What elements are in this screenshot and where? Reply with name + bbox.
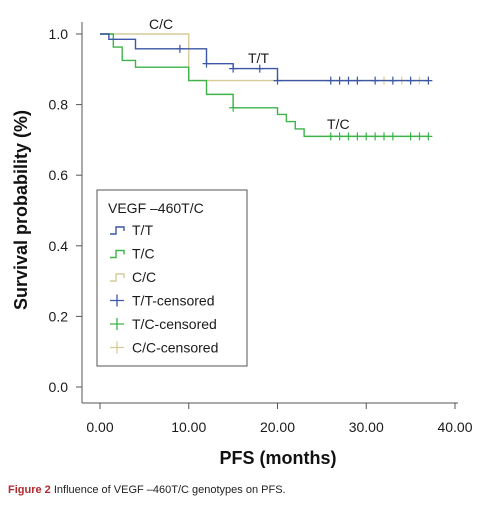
y-tick-label-0: 0.0 (49, 379, 69, 395)
annotation-tc: T/C (327, 116, 350, 132)
legend-title: VEGF –460T/C (108, 200, 204, 216)
x-axis-title: PFS (months) (220, 448, 337, 468)
y-ticks: 0.0 0.2 0.4 0.6 0.8 1.0 (49, 26, 82, 395)
legend-marker-c-c-censored (110, 341, 124, 354)
censor-mark-tt-7 (344, 76, 353, 85)
km-chart: 0.00 10.00 20.00 30.00 40.00 0.0 0.2 0.4 0.6 0.8… (11, 16, 473, 468)
legend-marker-t-t (110, 226, 125, 235)
legend-marker-c-c (110, 273, 125, 282)
y-tick-label-1: 0.2 (49, 308, 69, 324)
legend: VEGF –460T/C T/T T/C C/C T/T-censored T/C-ce… (96, 189, 248, 367)
censor-mark-tt-12 (424, 76, 433, 85)
legend-marker-t-c-censored (110, 318, 124, 330)
legend-label-c-c-censored: C/C-censored (132, 340, 218, 356)
legend-label-t-c-censored: T/C-censored (132, 316, 217, 332)
censor-mark-tc-0 (229, 103, 238, 112)
annotation-tt: T/T (248, 50, 269, 66)
censor-mark-tc-7 (380, 132, 388, 141)
legend-box (96, 189, 248, 367)
y-axis-title: Survival probability (%) (11, 110, 31, 310)
series-line-tc (100, 33, 429, 138)
censor-mark-tc-6 (371, 132, 380, 141)
censor-mark-tt-10 (388, 76, 397, 85)
censor-mark-tc-9 (406, 132, 415, 141)
censor-mark-tc-11 (424, 132, 433, 141)
censor-mark-tc-2 (335, 132, 344, 141)
legend-marker-t-t-censored (110, 294, 124, 307)
legend-label-t-t: T/T (132, 222, 153, 238)
x-tick-label-1: 10.00 (171, 419, 206, 435)
censor-mark-tt-8 (353, 76, 362, 85)
censor-mark-tc-4 (353, 132, 362, 141)
censor-mark-tc-3 (344, 132, 353, 141)
x-tick-label-0: 0.00 (86, 419, 113, 435)
x-ticks: 0.00 10.00 20.00 30.00 40.00 (86, 403, 473, 435)
x-tick-label-3: 30.00 (349, 419, 384, 435)
censor-mark-tt-0 (175, 44, 184, 53)
censor-mark-tt-5 (326, 76, 335, 85)
series-line-tt (100, 33, 429, 82)
censor-mark-tt-3 (255, 64, 264, 73)
legend-label-t-t-censored: T/T-censored (132, 293, 214, 309)
y-tick-label-3: 0.6 (49, 167, 69, 183)
censor-mark-tt-2 (229, 64, 238, 73)
series-layer (100, 33, 433, 141)
axes (81, 22, 458, 404)
legend-label-t-c: T/C (132, 246, 155, 262)
legend-items: T/T T/C C/C T/T-censored T/C-censored C/C-cen… (110, 222, 218, 356)
y-tick-label-2: 0.4 (49, 238, 69, 254)
censor-mark-tc-10 (415, 132, 424, 141)
y-tick-label-4: 0.8 (49, 97, 69, 113)
x-tick-label-4: 40.00 (437, 419, 472, 435)
y-tick-label-5: 1.0 (49, 26, 69, 42)
censor-mark-tc-1 (326, 132, 335, 141)
censor-mark-tt-9 (371, 76, 380, 85)
caption-figure-label: Figure 2 (8, 484, 51, 496)
censor-mark-tt-6 (335, 76, 344, 85)
censor-mark-tt-11 (406, 76, 415, 85)
annotation-cc: C/C (149, 16, 173, 32)
x-tick-label-2: 20.00 (260, 419, 295, 435)
censor-mark-tt-4 (273, 76, 282, 85)
legend-label-c-c: C/C (132, 269, 156, 285)
caption-text: Influence of VEGF –460T/C genotypes on P… (50, 484, 286, 496)
figure-caption: Figure 2 Influence of VEGF –460T/C genot… (8, 484, 478, 496)
censor-mark-tc-8 (388, 132, 397, 141)
legend-marker-t-c (110, 249, 125, 259)
censor-mark-tc-5 (362, 132, 371, 141)
censor-mark-tt-1 (202, 59, 211, 68)
